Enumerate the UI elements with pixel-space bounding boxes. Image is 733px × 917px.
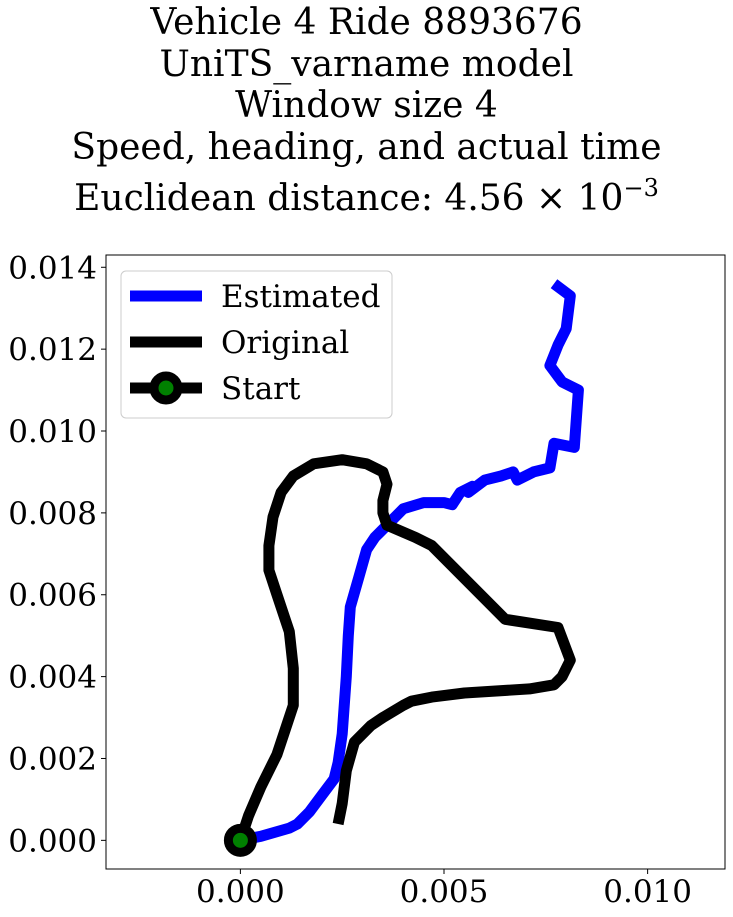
start-marker (223, 823, 257, 857)
title-line-2: UniTS_varname model (159, 43, 574, 85)
axis-layer: 0.000 0.005 0.010 0.000 0.002 0.004 0.006 0.008… (8, 250, 692, 910)
y-tick-label: 0.006 (8, 578, 97, 614)
legend: Estimated Original Start (120, 270, 393, 419)
title-line-4: Speed, heading, and actual time (71, 126, 662, 168)
legend-estimated-label: Estimated (221, 279, 380, 315)
legend-box (120, 270, 393, 419)
series-line-original (235, 454, 576, 843)
plot-frame (105, 254, 726, 870)
y-tick-label: 0.014 (8, 250, 97, 286)
y-tick-label: 0.012 (8, 332, 97, 368)
chart-title: Vehicle 4 Ride 8893676 UniTS_varname mod… (0, 2, 733, 220)
y-tick-label: 0.010 (8, 414, 97, 450)
title-line-5: Euclidean distance: 4.56 × 10−3 (0, 168, 733, 220)
y-tick-label: 0.008 (8, 496, 97, 532)
title-line-3: Window size 4 (235, 85, 498, 126)
legend-start-label: Start (221, 371, 301, 407)
title-line-1: Vehicle 4 Ride 8893676 (150, 2, 583, 43)
legend-original-label: Original (221, 325, 349, 361)
series-line-estimated (239, 279, 584, 846)
y-tick-label: 0.002 (8, 741, 97, 777)
legend-start-marker (149, 371, 183, 405)
series-layer (223, 279, 584, 857)
title-exponent: −3 (623, 174, 659, 202)
title-distance-text: Euclidean distance: 4.56 × 10 (74, 178, 624, 219)
x-tick-label: 0.010 (603, 874, 692, 910)
x-tick-label: 0.000 (196, 874, 285, 910)
y-tick-label: 0.000 (8, 823, 97, 859)
x-tick-label: 0.005 (400, 874, 489, 910)
y-tick-label: 0.004 (8, 660, 97, 696)
